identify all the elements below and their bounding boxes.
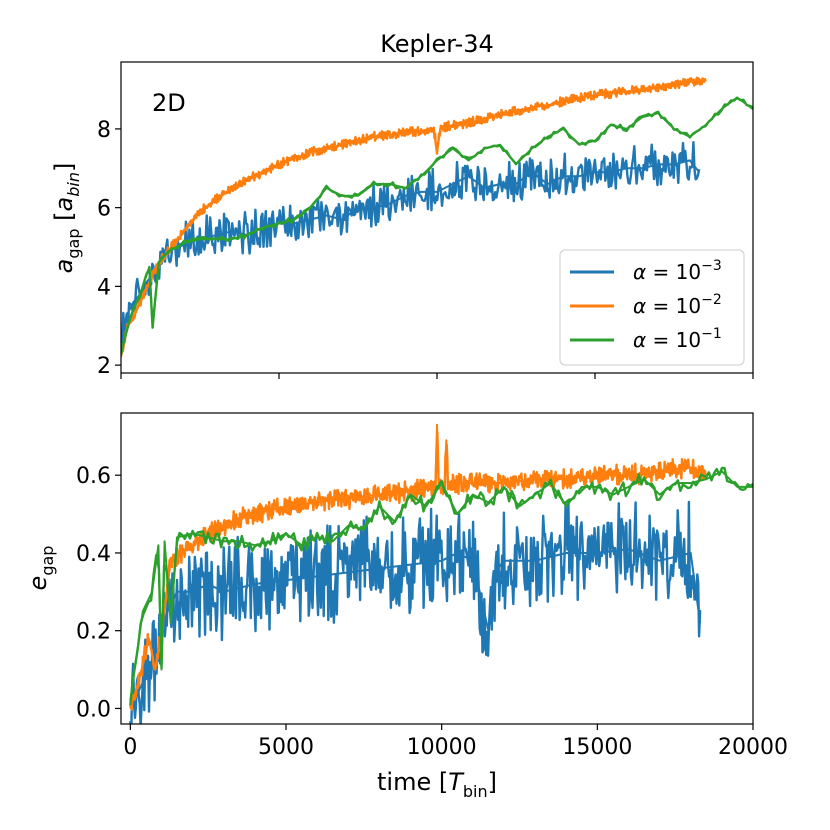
top-y-axis-label: agap [abin] bbox=[50, 163, 83, 274]
xlabel-sub: bin bbox=[463, 782, 488, 801]
series-line-bottom-1 bbox=[129, 499, 702, 724]
top-ylabel-unit-sub: bin bbox=[64, 172, 83, 197]
y-tick-label: 0.0 bbox=[76, 697, 111, 722]
series-trend-top-2 bbox=[121, 80, 706, 358]
top-y-ticks: 2 4 6 8 bbox=[97, 118, 121, 379]
series-line-top-1 bbox=[121, 141, 701, 349]
panel-annotation: 2D bbox=[152, 89, 186, 117]
top-series-group bbox=[121, 76, 753, 358]
legend-box bbox=[559, 249, 745, 366]
series-trend-bottom-1 bbox=[129, 548, 702, 709]
bottom-y-axis-label: egap bbox=[24, 546, 57, 591]
x-tick-label: 15000 bbox=[562, 735, 632, 760]
top-ylabel-base: a bbox=[50, 259, 78, 274]
xlabel-t: T bbox=[448, 768, 465, 796]
top-ylabel-unit: a bbox=[50, 197, 78, 212]
top-ylabel-sub: gap bbox=[64, 229, 83, 259]
bottom-y-ticks: 0.0 0.2 0.4 0.6 bbox=[76, 464, 121, 722]
legend-1-exp: −3 bbox=[701, 258, 722, 274]
x-tick-label: 20000 bbox=[718, 735, 788, 760]
legend-2-alpha: α bbox=[633, 294, 646, 318]
legend-1-equals: = 10 bbox=[646, 260, 701, 284]
y-tick-label: 2 bbox=[97, 354, 111, 379]
series-trend-top-3 bbox=[121, 96, 753, 354]
top-ylabel-bracket-open: [ bbox=[50, 212, 78, 229]
x-tick-label: 5000 bbox=[258, 735, 314, 760]
bottom-x-axis-label: time [Tbin] bbox=[377, 768, 497, 801]
x-tick-label: 10000 bbox=[407, 735, 477, 760]
bottom-ylabel-base: e bbox=[24, 576, 52, 591]
series-line-bottom-2 bbox=[129, 431, 708, 711]
bottom-series-group bbox=[129, 423, 753, 724]
bottom-x-ticks: 0 5000 10000 15000 20000 bbox=[123, 724, 788, 760]
legend-3-alpha: α bbox=[633, 328, 646, 352]
y-tick-label: 4 bbox=[97, 275, 111, 300]
chart-title: Kepler-34 bbox=[380, 30, 494, 58]
y-tick-label: 0.6 bbox=[76, 464, 111, 489]
x-tick-label: 0 bbox=[123, 735, 137, 760]
xlabel-close: ] bbox=[488, 768, 497, 796]
y-tick-label: 6 bbox=[97, 197, 111, 222]
y-tick-label: 0.2 bbox=[76, 620, 111, 645]
bottom-plot-frame bbox=[120, 412, 754, 725]
bottom-ylabel-sub: gap bbox=[38, 546, 57, 576]
legend-label-alpha-1e-3: α = 10−3 bbox=[633, 258, 722, 284]
legend-3-equals: = 10 bbox=[646, 328, 701, 352]
legend: α = 10−3 α = 10−2 α = 10−1 bbox=[559, 249, 745, 366]
legend-2-exp: −2 bbox=[701, 292, 722, 308]
legend-label-alpha-1e-2: α = 10−2 bbox=[633, 292, 722, 318]
legend-2-equals: = 10 bbox=[646, 294, 701, 318]
legend-label-alpha-1e-1: α = 10−1 bbox=[633, 326, 722, 352]
series-trend-bottom-3 bbox=[129, 470, 753, 701]
y-tick-label: 8 bbox=[97, 118, 111, 143]
top-ylabel-bracket-close: ] bbox=[50, 163, 78, 172]
y-tick-label: 0.4 bbox=[76, 542, 111, 567]
xlabel-base: time [ bbox=[377, 768, 448, 796]
bottom-panel: 0 5000 10000 15000 20000 0.0 0.2 0.4 0.6 egap t… bbox=[24, 412, 788, 801]
legend-3-exp: −1 bbox=[701, 326, 722, 342]
top-x-ticks bbox=[120, 373, 754, 379]
legend-1-alpha: α bbox=[633, 260, 646, 284]
